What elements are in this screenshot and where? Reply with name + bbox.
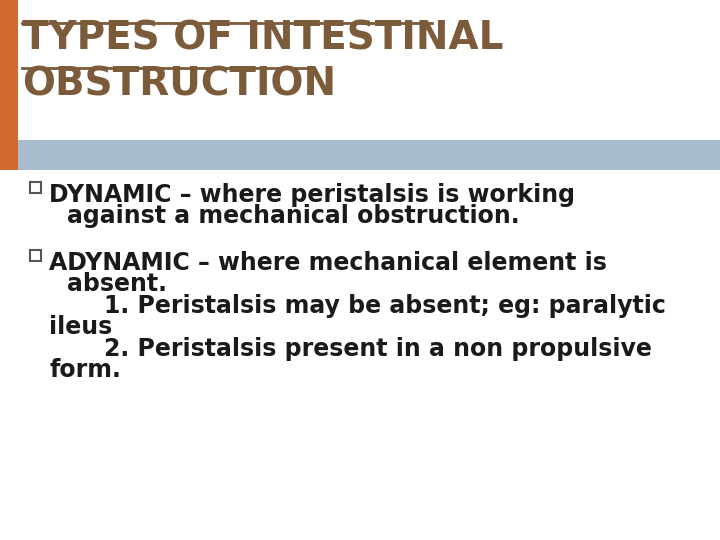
Text: 2. Peristalsis present in a non propulsive: 2. Peristalsis present in a non propulsi…: [104, 337, 652, 361]
Bar: [18, 140, 720, 170]
Bar: [30, 250, 41, 261]
Text: OBSTRUCTION: OBSTRUCTION: [22, 65, 336, 103]
Text: ADYNAMIC – where mechanical element is: ADYNAMIC – where mechanical element is: [49, 251, 607, 275]
Bar: [0, 0, 18, 170]
Text: against a mechanical obstruction.: against a mechanical obstruction.: [67, 204, 520, 228]
Bar: [30, 182, 41, 193]
Text: form.: form.: [49, 358, 121, 382]
Text: TYPES OF INTESTINAL: TYPES OF INTESTINAL: [22, 20, 503, 58]
Text: 1. Peristalsis may be absent; eg: paralytic: 1. Peristalsis may be absent; eg: paraly…: [104, 294, 666, 318]
Text: DYNAMIC – where peristalsis is working: DYNAMIC – where peristalsis is working: [49, 183, 575, 207]
Text: ileus: ileus: [49, 315, 112, 339]
Text: absent.: absent.: [67, 272, 167, 296]
